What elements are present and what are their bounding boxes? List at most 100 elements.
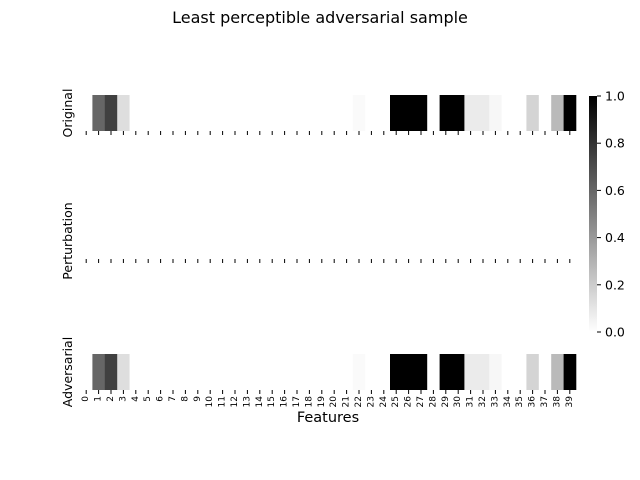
heatmap-cell <box>253 223 267 259</box>
heatmap-cell <box>489 223 502 259</box>
heatmap-cell <box>489 95 502 131</box>
heatmap-cell <box>526 354 540 390</box>
heatmap-cell <box>328 95 341 131</box>
heatmap-cell <box>303 223 316 259</box>
heatmap-cell <box>551 95 564 131</box>
heatmap-cell <box>278 354 292 390</box>
x-tick-label: 8 <box>180 396 190 402</box>
heatmap-cell <box>303 354 316 390</box>
heatmap-cell <box>117 95 130 131</box>
colorbar-gradient <box>589 96 597 332</box>
heatmap-cell <box>340 95 354 131</box>
x-tick-label: 29 <box>441 396 451 408</box>
x-tick-label: 39 <box>565 396 575 408</box>
heatmap-cell <box>290 95 304 131</box>
heatmap-cell <box>266 223 279 259</box>
heatmap-cell <box>526 95 540 131</box>
row-label: Perturbation <box>60 202 75 279</box>
heatmap-cell <box>179 95 192 131</box>
colorbar-tick-label: 0.6 <box>605 183 625 198</box>
heatmap-cell <box>390 95 403 131</box>
heatmap-cell <box>390 223 403 259</box>
x-tick-label: 10 <box>205 396 215 408</box>
heatmap-cell <box>241 223 254 259</box>
heatmap-cell <box>328 354 341 390</box>
heatmap-cell <box>129 354 143 390</box>
panel-original: Original <box>60 89 577 138</box>
x-tick-label: 17 <box>292 396 302 407</box>
x-tick-label: 1 <box>94 396 104 402</box>
heatmap-cell <box>501 223 515 259</box>
heatmap-cell <box>104 354 118 390</box>
heatmap-cell <box>129 95 143 131</box>
heatmap-cell <box>414 354 428 390</box>
x-tick-label: 5 <box>143 396 153 402</box>
heatmap-cell <box>464 223 478 259</box>
x-tick-label: 6 <box>156 396 166 402</box>
colorbar: 0.0 0.2 0.4 0.6 0.8 1.0 <box>589 89 625 340</box>
heatmap-cell <box>452 95 465 131</box>
x-tick-label: 32 <box>478 396 488 407</box>
x-tick-label: 30 <box>453 396 463 408</box>
x-tick-label: 28 <box>428 396 438 408</box>
heatmap-cell <box>154 95 168 131</box>
heatmap-cell <box>191 223 205 259</box>
heatmap-cell <box>142 354 155 390</box>
heatmap-cell <box>92 95 106 131</box>
x-tick-label: 33 <box>490 396 500 407</box>
heatmap-cell <box>117 354 130 390</box>
row-label: Original <box>60 89 75 138</box>
heatmap-cell <box>377 223 391 259</box>
heatmap-cell <box>514 223 527 259</box>
heatmap-cell <box>414 223 428 259</box>
heatmap-cell <box>253 354 267 390</box>
heatmap-cell <box>526 223 540 259</box>
x-tick-label: 24 <box>379 396 389 408</box>
x-tick-label: 25 <box>391 396 401 407</box>
heatmap-cell <box>278 223 292 259</box>
heatmap-cell <box>439 354 453 390</box>
x-tick-label: 7 <box>168 396 178 402</box>
heatmap-cell <box>452 223 465 259</box>
heatmap-cell <box>166 223 180 259</box>
x-tick-label: 36 <box>528 396 538 408</box>
heatmap-cell <box>427 223 440 259</box>
heatmap-cell <box>538 95 552 131</box>
heatmap-cell <box>290 223 304 259</box>
x-tick-label: 12 <box>230 396 240 407</box>
colorbar-tick-label: 1.0 <box>605 89 625 104</box>
heatmap-cell <box>166 95 180 131</box>
heatmap-cell <box>266 354 279 390</box>
x-tick-label: 14 <box>255 396 265 408</box>
x-tick-label: 38 <box>552 396 562 408</box>
x-tick-label: 21 <box>342 396 352 407</box>
heatmap-cell <box>216 223 230 259</box>
heatmap-cell <box>290 354 304 390</box>
heatmap-cell <box>241 95 254 131</box>
heatmap-cell <box>204 354 217 390</box>
heatmap-cell <box>216 354 230 390</box>
heatmap-cell <box>117 223 130 259</box>
heatmap-cell <box>439 95 453 131</box>
heatmap-cell <box>427 95 440 131</box>
heatmap-cell <box>476 95 490 131</box>
x-tick-label: 20 <box>329 396 339 408</box>
x-tick-label: 23 <box>366 396 376 407</box>
x-tick-label: 19 <box>317 396 327 408</box>
heatmap-cell <box>551 223 564 259</box>
panel-perturbation: Perturbation <box>60 202 577 280</box>
heatmap-cell <box>92 354 106 390</box>
heatmap-cell <box>476 223 490 259</box>
heatmap-cell <box>80 95 93 131</box>
heatmap-cell <box>476 354 490 390</box>
x-tick-label: 34 <box>503 396 513 408</box>
x-tick-label: 9 <box>193 396 203 402</box>
x-tick-label: 35 <box>515 396 525 407</box>
heatmap-cell <box>439 223 453 259</box>
x-tick-label: 37 <box>540 396 550 407</box>
heatmap-cell <box>278 95 292 131</box>
heatmap-cell <box>501 354 515 390</box>
chart-title: Least perceptible adversarial sample <box>172 8 468 27</box>
heatmap-cell <box>402 354 416 390</box>
